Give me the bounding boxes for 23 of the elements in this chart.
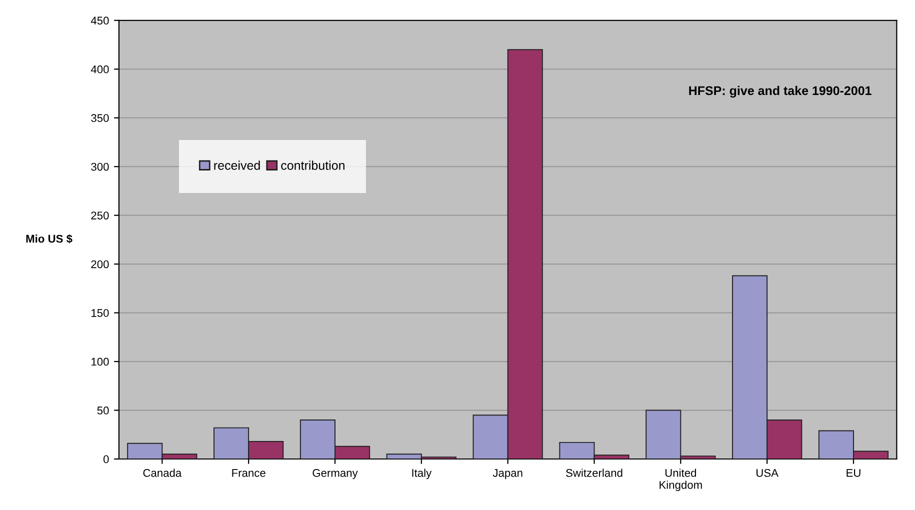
x-tick-label: Japan [492,469,522,480]
y-tick-label: 100 [92,358,109,366]
y-tick-label: 250 [91,212,109,220]
annotation: HFSP: give and take 1990-2001 [689,86,872,98]
x-tick-label: United Kingdom [660,468,702,492]
legend-label: received [214,160,260,170]
x-tick-label: USA [756,469,778,477]
y-tick-label: 50 [97,406,109,414]
x-tick-label: Germany [312,469,358,480]
legend-label: contribution [281,160,344,170]
x-tick-label: Switzerland [566,468,622,477]
y-tick-label: 450 [90,16,109,25]
x-tick-label: Canada [143,468,182,477]
y-tick-label: 0 [103,455,109,464]
y-tick-label: 150 [92,309,109,317]
x-tick-label: Italy [412,468,432,480]
x-tick-label: EU [846,469,860,477]
y-tick-label: 300 [91,162,109,171]
x-tick-label: France [232,469,266,477]
y-tick-label: 200 [91,260,109,268]
y-tick-label: 350 [91,114,109,122]
y-tick-label: 400 [90,65,109,74]
y-axis-title: Mio US $ [26,234,72,244]
